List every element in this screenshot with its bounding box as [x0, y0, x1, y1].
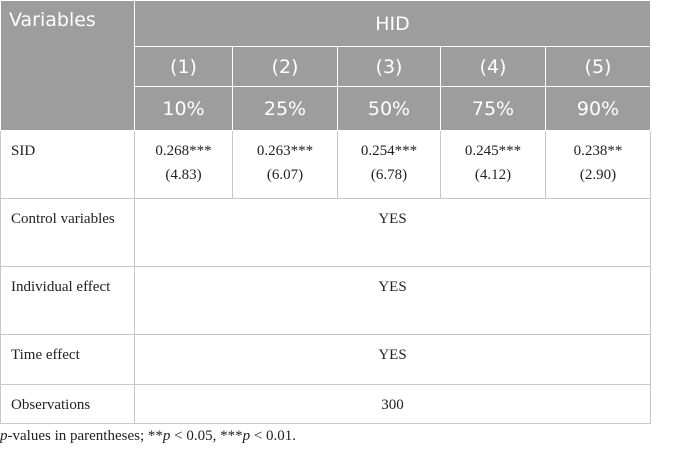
footnote: p-values in parentheses; **p < 0.05, ***…	[0, 428, 296, 445]
model-header: (4)	[440, 46, 546, 87]
model-header: (2)	[232, 46, 338, 87]
row-label: Control variables	[0, 198, 135, 267]
row-label: Observations	[0, 384, 135, 424]
stub-header: Variables	[0, 0, 135, 131]
table-body: SID 0.268*** (4.83) 0.263*** (6.07) 0.254*** (…	[0, 130, 652, 424]
model-header: (3)	[337, 46, 441, 87]
table-row: Individual effect YES	[0, 266, 652, 335]
footnote-text: < 0.01.	[250, 428, 297, 444]
span-cell: YES	[133, 266, 652, 335]
t-statistic: (4.12)	[474, 167, 512, 183]
span-cell: YES	[133, 198, 652, 267]
t-statistic: (4.83)	[165, 167, 202, 183]
coefficient: 0.238**	[573, 143, 623, 159]
table-row: Control variables YES	[0, 198, 652, 267]
coefficient: 0.245***	[464, 143, 522, 159]
t-statistic: (2.90)	[579, 167, 617, 183]
quantile-header: 50%	[337, 86, 441, 131]
coefficient: 0.263***	[256, 143, 314, 159]
span-cell: 300	[133, 384, 652, 424]
model-header: (5)	[544, 46, 652, 87]
row-label: SID	[0, 130, 135, 199]
row-label: Individual effect	[0, 266, 135, 335]
quantile-header: 90%	[544, 86, 652, 131]
value-cell: 0.263*** (6.07)	[232, 130, 338, 199]
value-cell: 0.254*** (6.78)	[337, 130, 441, 199]
table-row: Time effect YES	[0, 334, 652, 385]
quantile-header: 75%	[440, 86, 546, 131]
quantile-header: 10%	[134, 86, 233, 131]
results-table: Variables HID (1) (2) (3) (4) (5) 10% 25% 50% 7…	[0, 0, 652, 424]
footnote-text: p	[162, 428, 171, 444]
coefficient: 0.254***	[360, 143, 418, 159]
span-cell: YES	[133, 334, 652, 385]
value-cell: 0.268*** (4.83)	[134, 130, 233, 199]
footnote-text: p	[242, 428, 251, 444]
t-statistic: (6.78)	[370, 167, 408, 183]
coefficient: 0.268***	[155, 143, 212, 159]
footnote-text: < 0.05, ***	[170, 428, 243, 444]
row-label: Time effect	[0, 334, 135, 385]
model-header: (1)	[134, 46, 233, 87]
table-header: Variables HID (1) (2) (3) (4) (5) 10% 25% 50% 7…	[0, 0, 652, 131]
table-row: SID 0.268*** (4.83) 0.263*** (6.07) 0.254*** (…	[0, 130, 652, 199]
group-header: HID	[133, 0, 652, 47]
quantile-header: 25%	[232, 86, 338, 131]
value-cell: 0.245*** (4.12)	[440, 130, 546, 199]
value-cell: 0.238** (2.90)	[544, 130, 652, 199]
t-statistic: (6.07)	[266, 167, 304, 183]
footnote-text: -values in parentheses; **	[7, 428, 163, 444]
footnote-text: p	[0, 428, 8, 444]
table-row: Observations 300	[0, 384, 652, 424]
